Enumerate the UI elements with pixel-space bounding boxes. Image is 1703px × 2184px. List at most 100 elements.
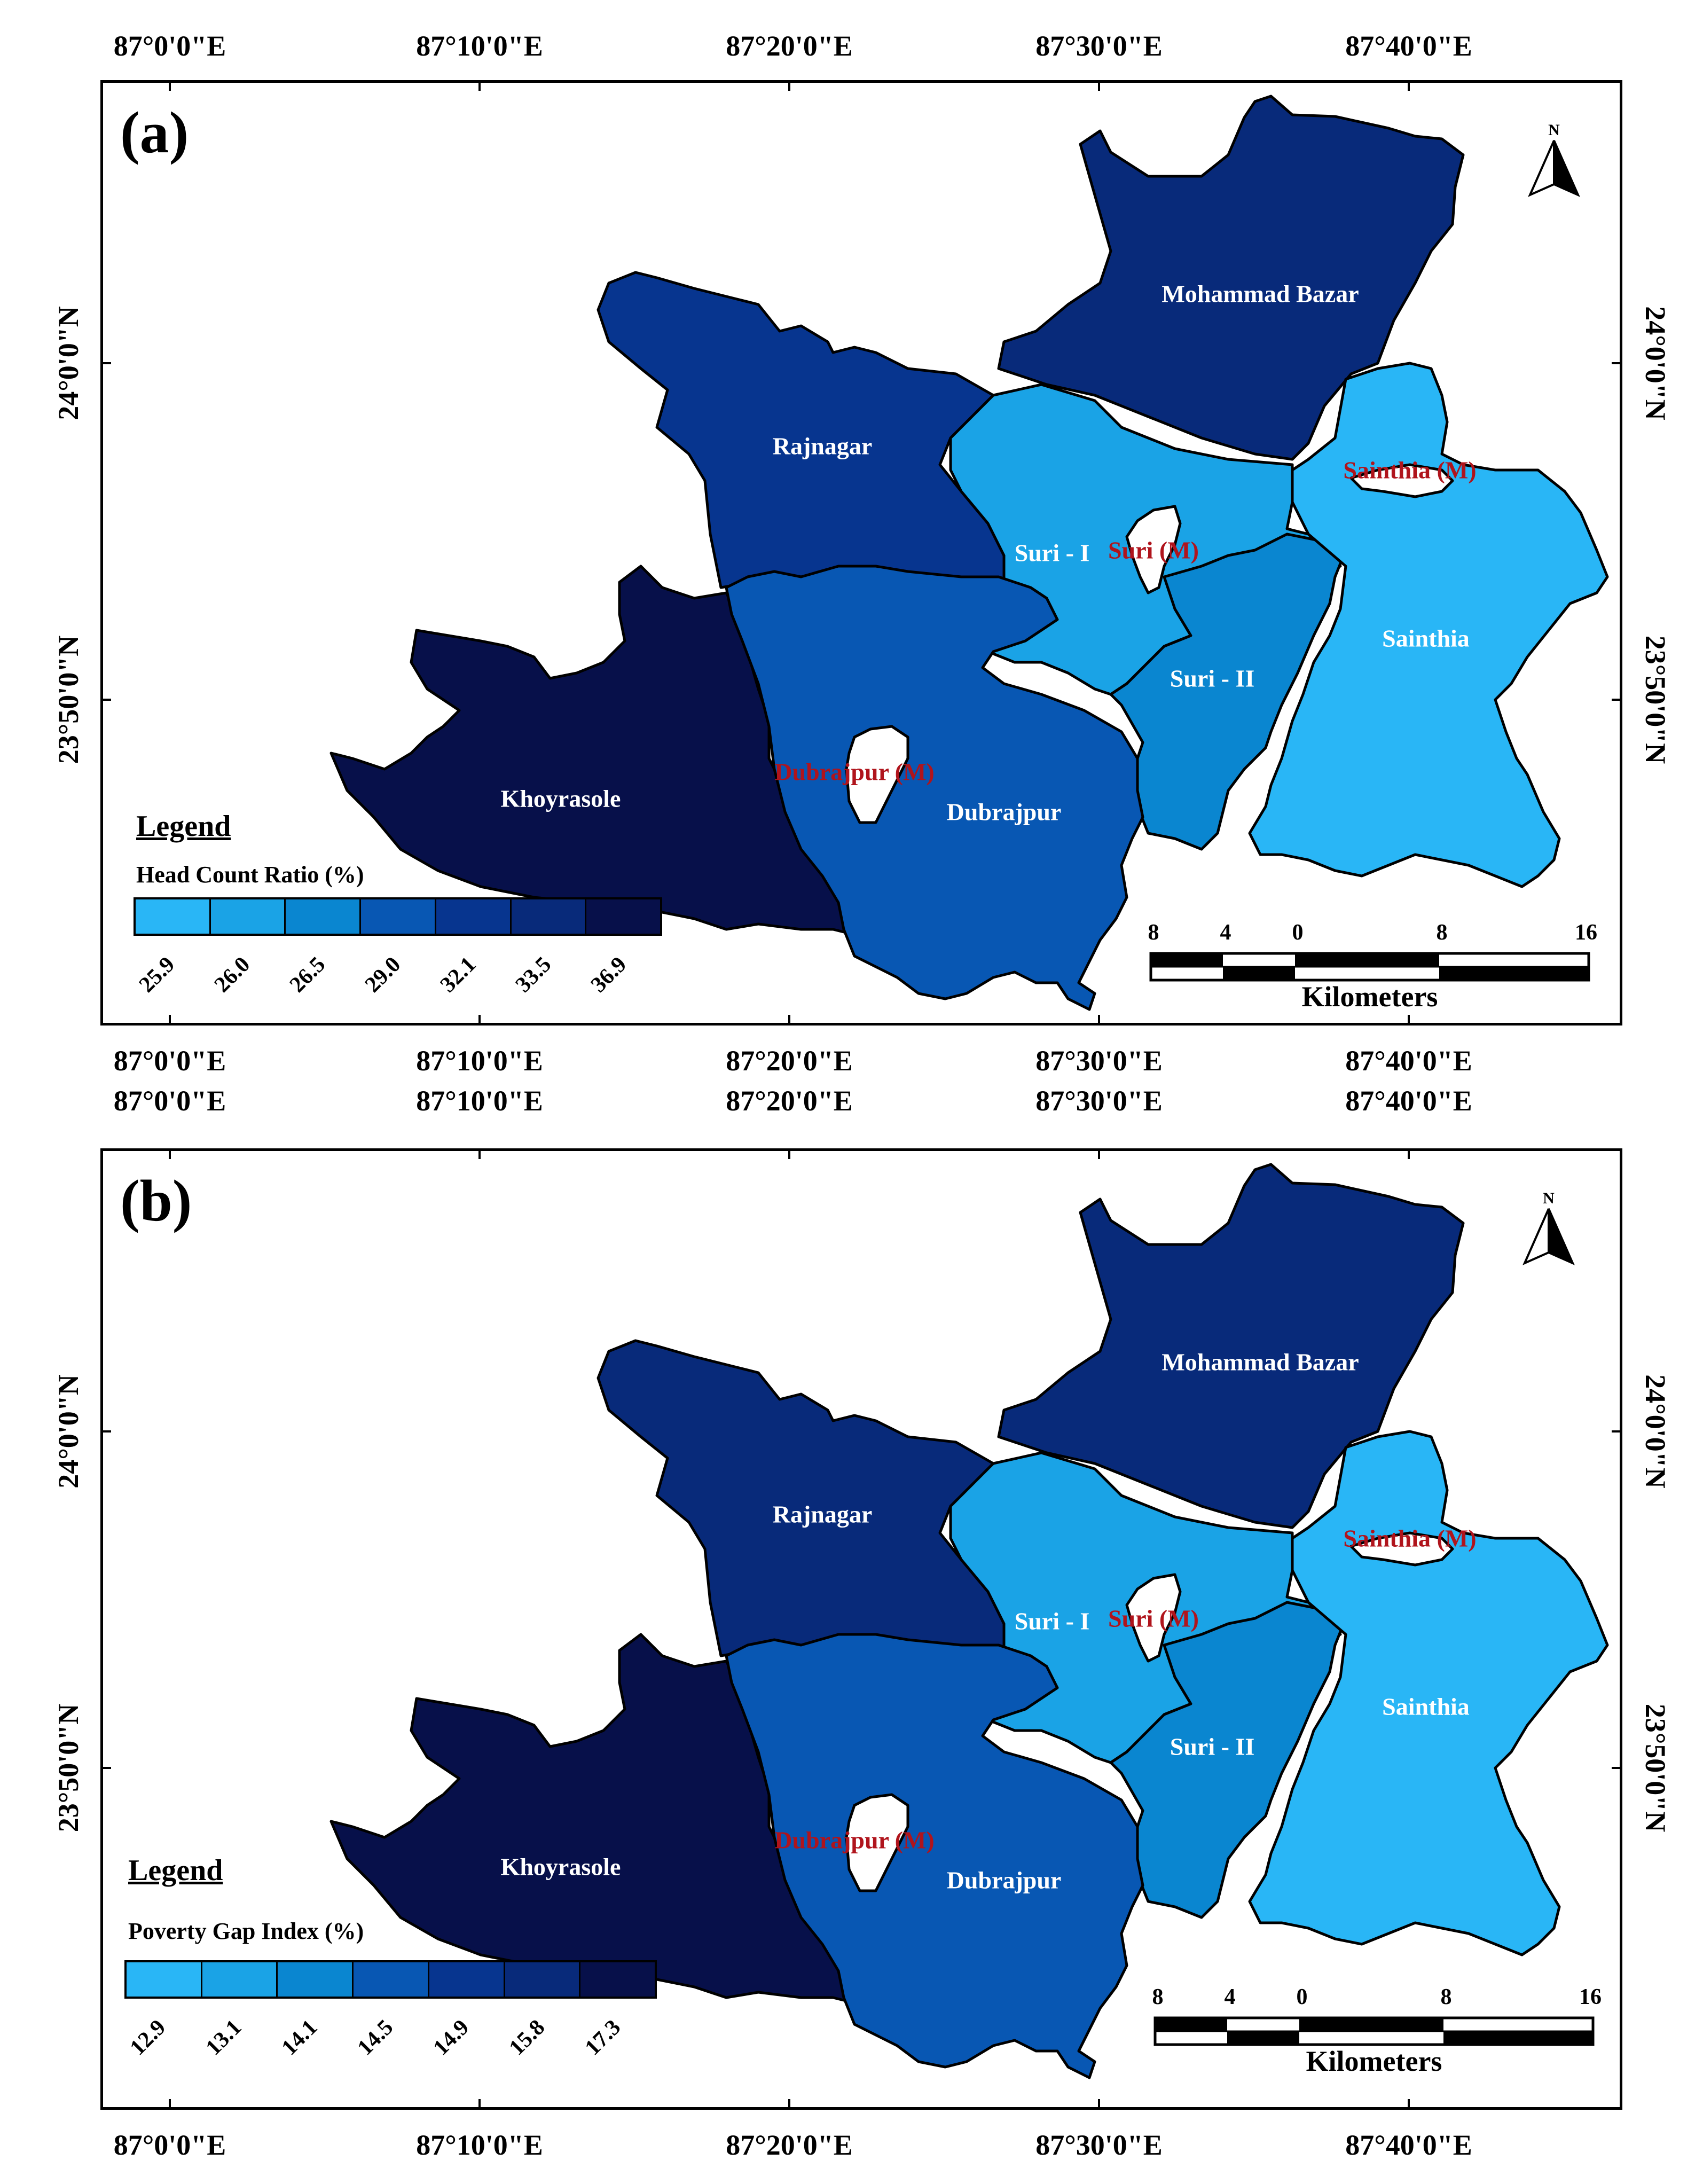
- label-suri-m: Suri (M): [1108, 1604, 1199, 1632]
- legend-swatch: [505, 1962, 581, 1997]
- lon-label-top: 87°0'0"E: [113, 1085, 226, 1117]
- legend-swatch: [429, 1962, 505, 1997]
- lon-label-top: 87°10'0"E: [416, 1085, 543, 1117]
- lon-label-top: 87°30'0"E: [1035, 30, 1163, 62]
- legend-swatch: [580, 1962, 655, 1997]
- scale-tick-label: 0: [1292, 920, 1304, 945]
- legend-swatch: [361, 899, 436, 934]
- label-mohammad-bazar: Mohammad Bazar: [1162, 280, 1359, 308]
- label-dubrajpur: Dubrajpur: [946, 1866, 1062, 1894]
- legend-variable: Poverty Gap Index (%): [128, 1918, 364, 1944]
- label-rajnagar: Rajnagar: [772, 432, 873, 460]
- lon-label-top: 87°30'0"E: [1035, 1085, 1163, 1117]
- label-sainthia-m: Sainthia (M): [1343, 1524, 1477, 1552]
- scale-tick-label: 16: [1575, 920, 1597, 945]
- legend-title: Legend: [128, 1854, 223, 1887]
- legend-swatch: [278, 1962, 354, 1997]
- block-rajnagar: [597, 1339, 1006, 1657]
- label-suri-2: Suri - II: [1170, 664, 1255, 692]
- label-suri-1: Suri - I: [1014, 1607, 1090, 1635]
- label-dubrajpur-m: Dubrajpur (M): [774, 758, 935, 786]
- scale-tick-label: 8: [1148, 920, 1159, 945]
- label-rajnagar: Rajnagar: [772, 1500, 873, 1528]
- lon-label-top: 87°10'0"E: [416, 30, 543, 62]
- scale-unit-label: Kilometers: [1301, 981, 1438, 1013]
- scale-tick-label: 4: [1224, 1985, 1236, 2009]
- map-canvas: [100, 80, 1622, 1026]
- legend-title: Legend: [136, 810, 231, 843]
- label-mohammad-bazar: Mohammad Bazar: [1162, 1348, 1359, 1376]
- lon-label-bottom: 87°40'0"E: [1345, 1045, 1472, 1077]
- scale-tick-label: 8: [1152, 1985, 1164, 2009]
- legend-swatch: [136, 899, 211, 934]
- lon-label-top: 87°20'0"E: [726, 1085, 853, 1117]
- label-dubrajpur: Dubrajpur: [946, 798, 1062, 826]
- block-dubrajpur: [725, 565, 1144, 1011]
- legend-swatch: [127, 1962, 202, 1997]
- scale-tick-label: 4: [1220, 920, 1231, 945]
- map-panel-b: 87°0'0"E 87°10'0"E 87°20'0"E 87°30'0"E 8…: [0, 1084, 1703, 2184]
- legend-swatch: [286, 899, 362, 934]
- north-arrow-icon: N: [1523, 1189, 1575, 1265]
- label-dubrajpur-m: Dubrajpur (M): [774, 1826, 935, 1854]
- scale-tick-label: 16: [1579, 1985, 1602, 2009]
- municipality-sainthia-m: [1349, 1531, 1454, 1567]
- legend-swatch: [210, 899, 286, 934]
- north-arrow-icon: N: [1528, 121, 1580, 197]
- block-rajnagar: [597, 271, 1006, 589]
- lon-label-top: 87°0'0"E: [113, 30, 226, 62]
- block-dubrajpur: [725, 1633, 1144, 2079]
- legend-swatch: [202, 1962, 278, 1997]
- map-canvas: [100, 1148, 1622, 2110]
- lon-label-top: 87°40'0"E: [1345, 1085, 1472, 1117]
- label-khoyrasole: Khoyrasole: [500, 1853, 621, 1881]
- svg-text:N: N: [1543, 1189, 1555, 1207]
- municipality-dubrajpur-m: [845, 725, 909, 824]
- label-suri-1: Suri - I: [1014, 539, 1090, 567]
- legend-swatch: [511, 899, 587, 934]
- legend-swatch: [586, 899, 661, 934]
- label-suri-m: Suri (M): [1108, 536, 1199, 564]
- lon-label-bottom: 87°20'0"E: [726, 1045, 853, 1077]
- panel-label: (a): [120, 100, 189, 165]
- map-panel-a: 87°0'0"E 87°10'0"E 87°20'0"E 87°30'0"E 8…: [52, 30, 1671, 1077]
- lon-label-bottom: 87°20'0"E: [726, 2129, 853, 2161]
- scale-tick-label: 0: [1296, 1985, 1308, 2009]
- legend-color-bar: [134, 897, 662, 936]
- label-suri-2: Suri - II: [1170, 1733, 1255, 1760]
- lon-label-top: 87°40'0"E: [1345, 30, 1472, 62]
- lon-label-bottom: 87°0'0"E: [113, 1045, 226, 1077]
- scale-unit-label: Kilometers: [1306, 2045, 1442, 2077]
- lon-label-bottom: 87°30'0"E: [1035, 2129, 1163, 2161]
- scale-tick-label: 8: [1436, 920, 1448, 945]
- municipality-suri-m: [1125, 1573, 1182, 1663]
- block-sainthia: [1248, 1430, 1609, 1956]
- scale-tick-label: 8: [1440, 1985, 1452, 2009]
- municipality-sainthia-m: [1349, 463, 1454, 498]
- lon-label-bottom: 87°10'0"E: [416, 1045, 543, 1077]
- lon-label-bottom: 87°0'0"E: [113, 2129, 226, 2161]
- lon-label-bottom: 87°40'0"E: [1345, 2129, 1472, 2161]
- lon-label-bottom: 87°30'0"E: [1035, 1045, 1163, 1077]
- label-sainthia: Sainthia: [1382, 1693, 1470, 1720]
- scale-bar: [1149, 952, 1590, 982]
- svg-text:N: N: [1548, 121, 1560, 139]
- block-sainthia: [1248, 362, 1609, 888]
- legend-swatch: [354, 1962, 429, 1997]
- scale-bar: [1153, 2016, 1595, 2046]
- block-mohammad-bazar: [997, 1163, 1465, 1529]
- label-sainthia-m: Sainthia (M): [1343, 456, 1477, 484]
- legend-variable: Head Count Ratio (%): [136, 862, 364, 888]
- lon-label-bottom: 87°10'0"E: [416, 2129, 543, 2161]
- panel-label: (b): [120, 1168, 192, 1233]
- label-sainthia: Sainthia: [1382, 624, 1470, 652]
- municipality-dubrajpur-m: [845, 1793, 909, 1892]
- block-khoyrasole: [329, 1633, 856, 2005]
- block-mohammad-bazar: [997, 95, 1465, 461]
- lon-label-top: 87°20'0"E: [726, 30, 853, 62]
- municipality-suri-m: [1125, 505, 1182, 594]
- legend-color-bar: [124, 1960, 657, 1999]
- legend-swatch: [436, 899, 512, 934]
- block-khoyrasole: [329, 565, 856, 936]
- label-khoyrasole: Khoyrasole: [500, 785, 621, 812]
